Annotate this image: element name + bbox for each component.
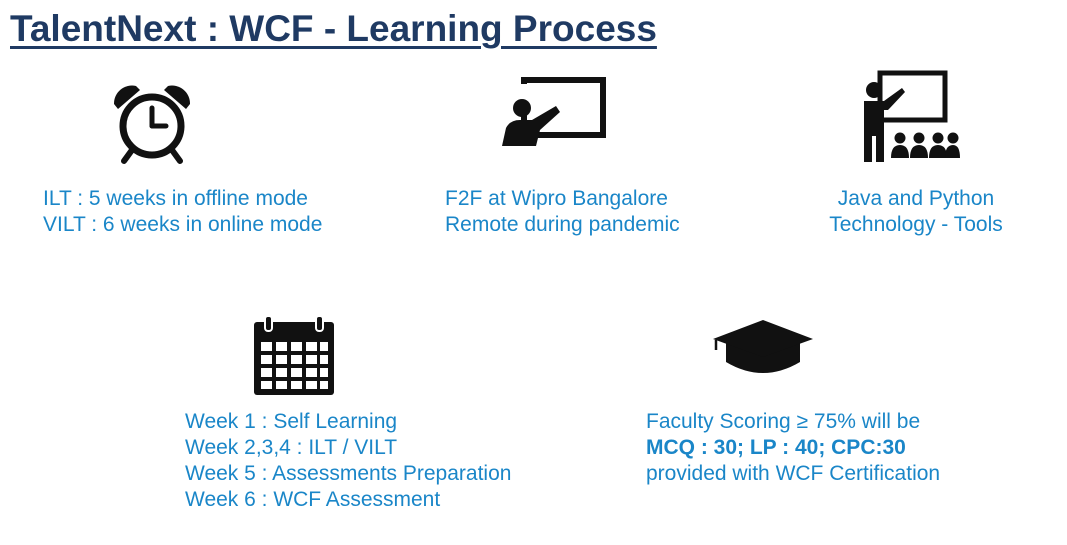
schedule-line: Week 6 : WCF Assessment — [185, 488, 441, 511]
technology-line: Java and Python — [837, 187, 995, 210]
certification-line: provided with WCF Certification — [646, 462, 941, 485]
duration-line: ILT : 5 weeks in offline mode — [43, 187, 308, 210]
presenter-screen-icon — [502, 76, 608, 148]
technology-text: Java and Python Technology - Tools — [816, 186, 1016, 238]
duration-line: VILT : 6 weeks in online mode — [43, 213, 323, 236]
technology-line: Technology - Tools — [829, 213, 1003, 236]
location-line: Remote during pandemic — [445, 213, 680, 236]
schedule-line: Week 5 : Assessments Preparation — [185, 462, 512, 485]
schedule-line: Week 1 : Self Learning — [185, 410, 398, 433]
alarm-clock-icon — [110, 82, 194, 166]
page-title: TalentNext : WCF - Learning Process — [10, 8, 657, 49]
location-line: F2F at Wipro Bangalore — [445, 187, 668, 210]
location-text: F2F at Wipro Bangalore Remote during pan… — [445, 186, 680, 238]
calendar-icon — [251, 314, 337, 398]
schedule-line: Week 2,3,4 : ILT / VILT — [185, 436, 398, 459]
score-breakdown: MCQ : 30; LP : 40; CPC:30 — [646, 436, 906, 459]
duration-text: ILT : 5 weeks in offline mode VILT : 6 w… — [43, 186, 322, 238]
certification-text: Faculty Scoring ≥ 75% will be MCQ : 30; … — [646, 409, 940, 487]
certification-line: Faculty Scoring ≥ 75% will be — [646, 410, 921, 433]
schedule-text: Week 1 : Self Learning Week 2,3,4 : ILT … — [185, 409, 511, 513]
graduation-cap-icon — [712, 318, 814, 378]
classroom-teacher-icon — [856, 70, 960, 164]
